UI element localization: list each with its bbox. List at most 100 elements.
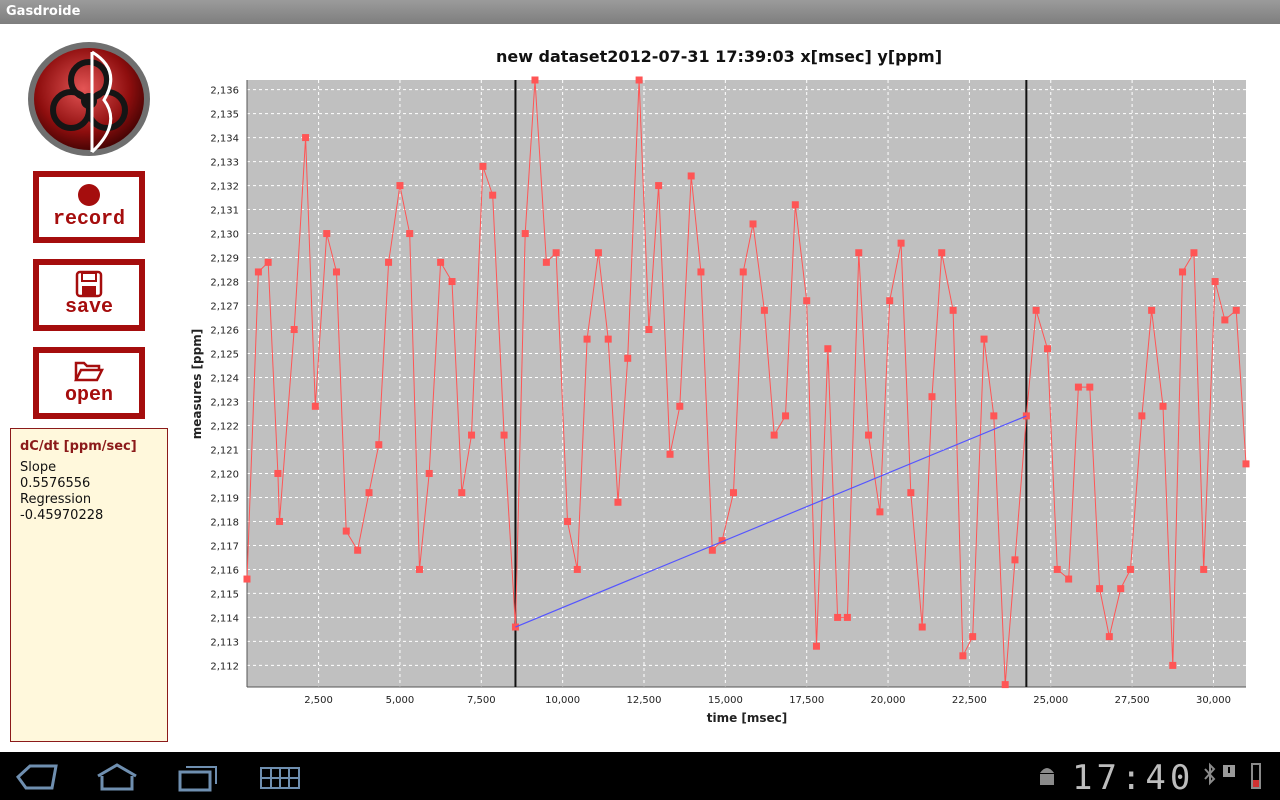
data-point [468, 431, 476, 439]
data-point [855, 249, 863, 257]
home-icon[interactable] [94, 762, 140, 792]
data-point [500, 431, 508, 439]
y-tick-label: 2,120 [210, 469, 239, 480]
data-point [1169, 661, 1177, 669]
record-label: record [52, 208, 125, 231]
x-axis-label: time [msec] [707, 711, 788, 725]
data-point [437, 258, 445, 266]
data-point [1011, 556, 1019, 564]
grid-lines [247, 80, 1246, 687]
recent-apps-icon[interactable] [176, 762, 220, 792]
data-point [1138, 412, 1146, 420]
regression-value: -0.45970228 [20, 508, 104, 523]
y-tick-label: 2,126 [210, 326, 239, 337]
range-markers[interactable] [514, 80, 1028, 687]
data-point [1105, 633, 1113, 641]
data-point [959, 652, 967, 660]
y-tick-label: 2,128 [210, 278, 239, 289]
y-tick-label: 2,112 [210, 661, 239, 672]
regression-line [515, 415, 1027, 628]
data-point [1148, 306, 1156, 314]
data-point [302, 134, 310, 142]
data-point [276, 517, 284, 525]
data-point [594, 249, 602, 257]
y-axis-label: measures [ppm] [190, 329, 204, 439]
x-tick-label: 30,000 [1196, 695, 1231, 706]
x-tick-label: 2,500 [304, 695, 333, 706]
folder-open-icon [74, 361, 104, 382]
data-point [479, 162, 487, 170]
y-tick-label: 2,127 [210, 302, 239, 313]
x-tick-labels: 2,500 5,000 7,500 10,000 12,500 15,000 17,500 2… [304, 695, 1231, 706]
slope-label: Slope [20, 460, 57, 475]
data-point [1065, 575, 1073, 583]
data-point [645, 326, 653, 334]
data-point [760, 306, 768, 314]
data-point [425, 469, 433, 477]
data-point [448, 278, 456, 286]
data-point [489, 191, 497, 199]
y-tick-label: 2,124 [210, 374, 239, 385]
data-point [843, 613, 851, 621]
data-point [918, 623, 926, 631]
data-point [1221, 316, 1229, 324]
data-point [375, 441, 383, 449]
y-tick-label: 2,132 [210, 182, 239, 193]
data-point [791, 201, 799, 209]
data-point [676, 402, 684, 410]
data-point [907, 489, 915, 497]
x-tick-label: 5,000 [386, 695, 415, 706]
back-icon[interactable] [16, 762, 60, 792]
data-point [365, 489, 373, 497]
y-tick-label: 2,131 [210, 206, 239, 217]
data-point [552, 249, 560, 257]
data-point [624, 354, 632, 362]
data-point [1044, 345, 1052, 353]
menu-grid-icon[interactable] [258, 762, 302, 792]
data-point [770, 431, 778, 439]
data-point [897, 239, 905, 247]
regression-segment [515, 415, 1027, 628]
data-point [938, 249, 946, 257]
plot-area [247, 80, 1246, 687]
data-point [1242, 460, 1250, 468]
title-bar: Gasdroide [0, 0, 1280, 24]
data-point [749, 220, 757, 228]
x-tick-label: 22,500 [952, 695, 987, 706]
y-tick-label: 2,125 [210, 350, 239, 361]
slope-value: 0.5576556 [20, 476, 91, 491]
save-button[interactable]: save [33, 259, 145, 331]
alert-icon [1223, 765, 1235, 777]
status-clock: 17:40 [1072, 758, 1195, 798]
y-tick-labels: 2,112 2,113 2,114 2,115 2,116 2,117 2,118 2,119… [210, 86, 239, 673]
data-point [928, 393, 936, 401]
y-tick-label: 2,135 [210, 110, 239, 121]
data-point [1211, 278, 1219, 286]
data-point [396, 182, 404, 190]
battery-icon [1251, 763, 1261, 789]
data-point [573, 565, 581, 573]
data-point [886, 297, 894, 305]
data-point [708, 546, 716, 554]
regression-label: Regression [20, 492, 92, 507]
data-point [415, 565, 423, 573]
open-button[interactable]: open [33, 347, 145, 419]
data-point [311, 402, 319, 410]
data-point [687, 172, 695, 180]
x-tick-label: 20,000 [871, 695, 906, 706]
data-point [1232, 306, 1240, 314]
record-button[interactable]: record [33, 171, 145, 243]
data-point [980, 335, 988, 343]
measures-chart[interactable]: new dataset2012-07-31 17:39:03 x[msec] y… [180, 38, 1280, 738]
data-point [824, 345, 832, 353]
biohazard-logo [28, 42, 150, 156]
data-point [655, 182, 663, 190]
data-point [1117, 585, 1125, 593]
data-point [697, 268, 705, 276]
data-point [274, 469, 282, 477]
data-point [542, 258, 550, 266]
bluetooth-icon [1204, 762, 1216, 786]
y-tick-label: 2,121 [210, 445, 239, 456]
data-point [729, 489, 737, 497]
x-tick-label: 27,500 [1115, 695, 1150, 706]
